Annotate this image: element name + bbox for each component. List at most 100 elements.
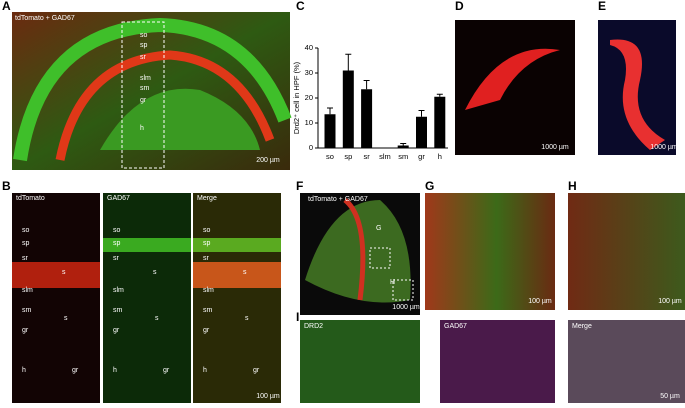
label: 0 (309, 143, 313, 152)
label: 100 µm (528, 298, 552, 305)
label: sm (398, 152, 408, 161)
label: GAD67 (107, 195, 130, 202)
inset-box (369, 247, 391, 269)
label: gr (72, 367, 79, 374)
label: gr (163, 367, 170, 374)
label: D (455, 0, 464, 13)
label: 100 µm (658, 298, 682, 305)
tissue (100, 88, 260, 150)
bar (416, 116, 427, 148)
label: slm (379, 152, 391, 161)
label: so (140, 32, 148, 39)
label: sp (344, 152, 352, 161)
label: sp (203, 240, 211, 247)
label: C (296, 0, 305, 13)
label: 40 (305, 43, 313, 52)
label: 200 µm (256, 157, 280, 164)
label: slm (22, 287, 33, 294)
bar (324, 114, 336, 148)
label: h (22, 367, 26, 374)
image-b1 (12, 193, 100, 403)
label: GAD67 (444, 323, 467, 330)
label: H (390, 279, 395, 286)
label: gr (253, 367, 260, 374)
label: s (155, 315, 159, 322)
tissue (610, 39, 665, 150)
label: sr (140, 54, 147, 61)
label: gr (113, 327, 120, 334)
label: sm (22, 307, 32, 314)
label: Merge (197, 195, 217, 202)
label: gr (418, 152, 425, 161)
label: sm (203, 307, 213, 314)
label: 1000 µm (541, 144, 569, 151)
label: so (203, 227, 211, 234)
label: I (296, 310, 299, 324)
label: A (2, 0, 11, 13)
tissue (13, 17, 292, 162)
label: E (598, 0, 606, 13)
label: sr (22, 255, 29, 262)
image-i1 (300, 320, 420, 403)
label: gr (22, 327, 29, 334)
label: H (568, 179, 577, 193)
label: sm (140, 85, 150, 92)
tissue (343, 198, 366, 301)
label: sp (140, 42, 148, 49)
label: h (140, 125, 144, 132)
label: B (2, 179, 11, 193)
label: 20 (305, 93, 313, 102)
image-b3 (193, 193, 281, 403)
label: sp (22, 240, 30, 247)
label: Merge (572, 323, 592, 330)
label: 10 (305, 118, 313, 127)
label: so (113, 227, 121, 234)
label: s (153, 269, 157, 276)
label: F (296, 179, 303, 193)
bar (361, 89, 373, 148)
label: h (113, 367, 117, 374)
bar (342, 70, 354, 148)
tissue (465, 48, 560, 110)
label: s (64, 315, 68, 322)
image-b2 (103, 193, 191, 403)
label: sp (113, 240, 121, 247)
label: tdTomato (16, 195, 45, 202)
label: G (376, 225, 381, 232)
label: tdTomato + GAD67 (15, 15, 75, 22)
label: 50 µm (660, 393, 680, 400)
label: sr (203, 255, 210, 262)
label: so (326, 152, 334, 161)
label: G (425, 179, 434, 193)
label: h (438, 152, 442, 161)
tissue (12, 262, 100, 288)
label: s (245, 315, 249, 322)
label: sr (363, 152, 370, 161)
label: Drd2⁺ cell in HPF (%) (292, 61, 301, 134)
tissue (103, 238, 191, 252)
label: 1000 µm (650, 144, 678, 151)
label: tdTomato + GAD67 (308, 196, 368, 203)
tissue (193, 238, 281, 252)
image-g (425, 193, 555, 310)
bar (434, 96, 446, 148)
label: 30 (305, 68, 313, 77)
image-i3 (568, 320, 685, 403)
label: sm (113, 307, 123, 314)
label: so (22, 227, 30, 234)
tissue (305, 200, 411, 303)
inset-box (121, 21, 165, 169)
bar (397, 145, 409, 148)
label: DRD2 (304, 323, 323, 330)
image-d (455, 20, 575, 155)
label: sr (113, 255, 120, 262)
inset-box (392, 279, 414, 301)
image-i2 (440, 320, 555, 403)
label: h (203, 367, 207, 374)
label: gr (203, 327, 210, 334)
label: 1000 µm (392, 304, 420, 311)
label: slm (203, 287, 214, 294)
label: 100 µm (256, 393, 280, 400)
label: s (62, 269, 66, 276)
